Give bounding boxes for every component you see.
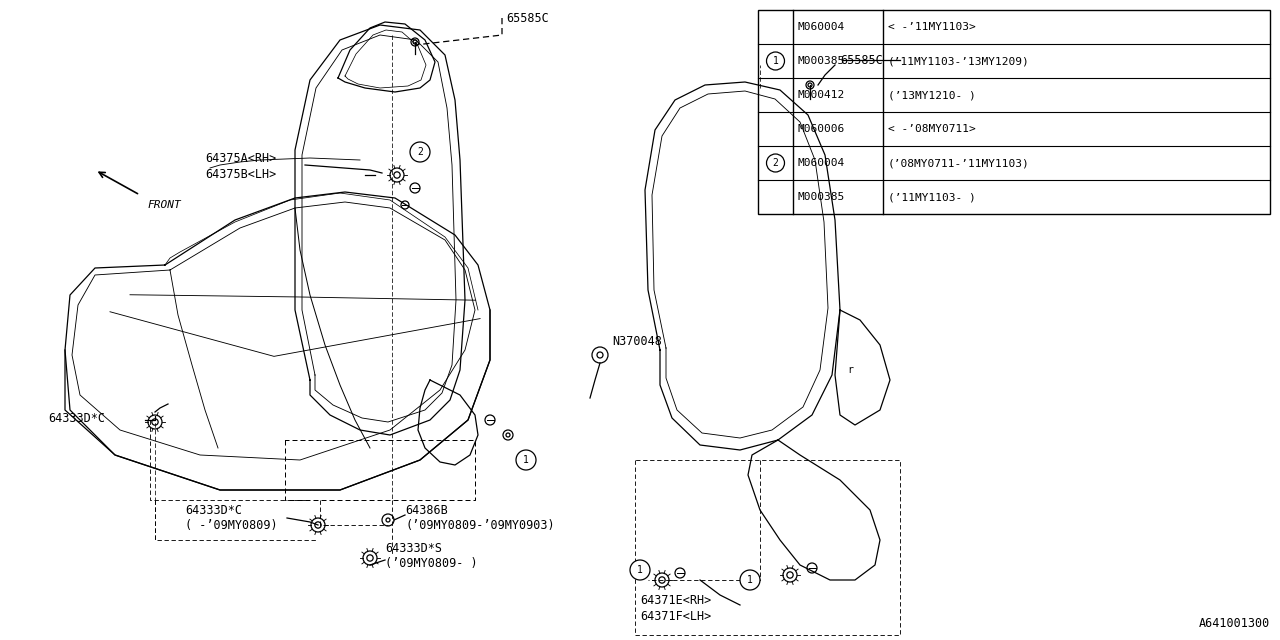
Circle shape [315,522,321,528]
Circle shape [767,154,785,172]
Circle shape [808,83,812,87]
Text: (’09MY0809-’09MY0903): (’09MY0809-’09MY0903) [404,518,554,531]
Bar [758,10,1270,214]
Circle shape [655,573,669,587]
Text: (’08MY0711-’11MY1103): (’08MY0711-’11MY1103) [888,158,1029,168]
Text: M060004: M060004 [797,22,845,32]
Text: A641001300: A641001300 [1199,617,1270,630]
Circle shape [659,577,666,583]
Circle shape [740,570,760,590]
Text: 64386B: 64386B [404,504,448,516]
Circle shape [783,568,797,582]
Circle shape [503,430,513,440]
Circle shape [767,52,785,70]
Text: N370048: N370048 [612,335,662,348]
Circle shape [364,551,378,565]
Circle shape [394,172,401,178]
Text: 64371E<RH>: 64371E<RH> [640,593,712,607]
Circle shape [787,572,794,578]
Text: M060004: M060004 [797,158,845,168]
Text: 64375B<LH>: 64375B<LH> [205,168,276,182]
Circle shape [390,168,404,182]
Text: < -’08MY0711>: < -’08MY0711> [888,124,975,134]
Circle shape [152,419,159,425]
Circle shape [410,183,420,193]
Text: 1: 1 [524,455,529,465]
Circle shape [413,40,417,44]
Circle shape [806,81,814,89]
Text: (’11MY1103- ): (’11MY1103- ) [888,192,975,202]
Circle shape [516,450,536,470]
Text: 65585C: 65585C [506,12,549,25]
Text: 64333D*S: 64333D*S [385,541,442,554]
Text: 1: 1 [773,56,778,66]
Circle shape [596,352,603,358]
Circle shape [311,518,325,532]
Text: M000412: M000412 [797,90,845,100]
Circle shape [591,347,608,363]
Text: 65585C: 65585C [840,54,883,67]
Text: 1: 1 [748,575,753,585]
Text: ( -’09MY0809): ( -’09MY0809) [186,518,278,531]
Circle shape [411,38,419,46]
Text: 64333D*C: 64333D*C [186,504,242,516]
Text: r: r [847,365,852,375]
Circle shape [367,555,374,561]
Text: 64375A<RH>: 64375A<RH> [205,152,276,164]
Text: 2: 2 [417,147,422,157]
Text: M000385: M000385 [797,192,845,202]
Circle shape [148,415,163,429]
Circle shape [630,560,650,580]
Circle shape [506,433,509,437]
Circle shape [806,563,817,573]
Text: M060006: M060006 [797,124,845,134]
Circle shape [381,514,394,526]
Text: FRONT: FRONT [148,200,182,210]
Circle shape [675,568,685,578]
Text: < -’11MY1103>: < -’11MY1103> [888,22,975,32]
Text: 1: 1 [637,565,643,575]
Text: (’13MY1210- ): (’13MY1210- ) [888,90,975,100]
Text: 64333D*C: 64333D*C [49,412,105,424]
Text: 64371F<LH>: 64371F<LH> [640,609,712,623]
Circle shape [485,415,495,425]
Text: (’09MY0809- ): (’09MY0809- ) [385,557,477,570]
Text: M000385: M000385 [797,56,845,66]
Circle shape [410,142,430,162]
Circle shape [387,518,390,522]
Text: 2: 2 [773,158,778,168]
Circle shape [401,201,410,209]
Text: (’11MY1103-’13MY1209): (’11MY1103-’13MY1209) [888,56,1029,66]
